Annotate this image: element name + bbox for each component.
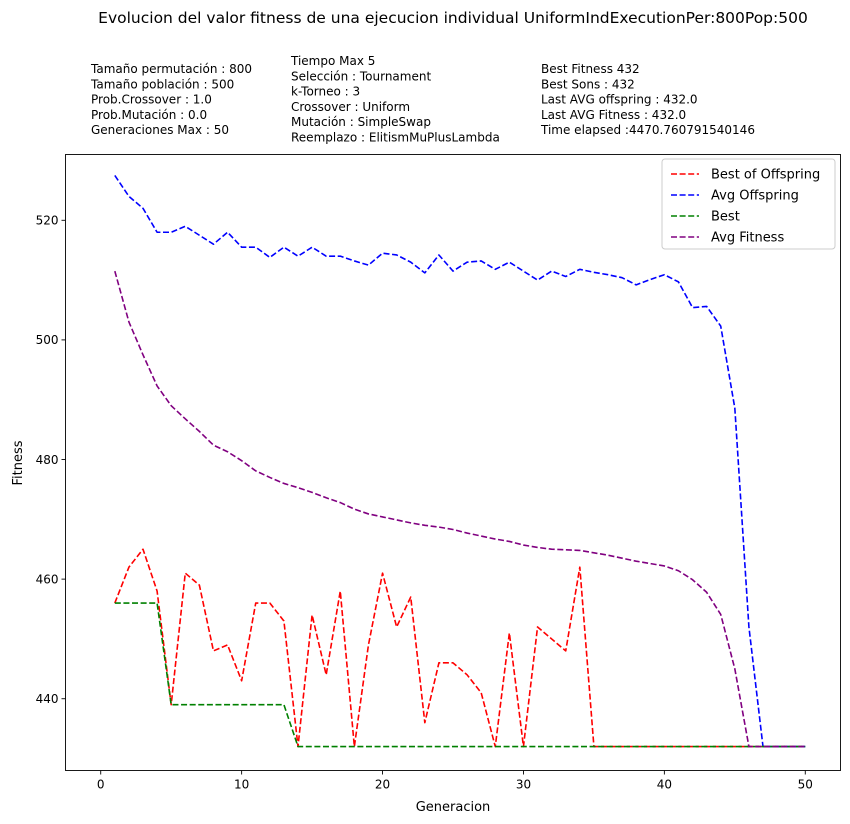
x-tick-label: 40: [657, 778, 672, 792]
y-axis: 440 460 480 500 520: [36, 214, 66, 706]
y-tick-label: 480: [36, 453, 59, 467]
x-tick-label: 50: [798, 778, 813, 792]
series-line-avg-offspring: [114, 174, 806, 748]
y-axis-label: Fitness: [11, 440, 26, 485]
y-tick-label: 500: [36, 333, 59, 347]
y-tick-label: 460: [36, 572, 59, 586]
legend-entry: Best: [711, 210, 740, 225]
info-line: Tamaño permutación : 800: [90, 62, 252, 76]
info-line: Last AVG offspring : 432.0: [541, 93, 698, 107]
legend-entry: Avg Fitness: [711, 231, 784, 246]
info-line: k-Torneo : 3: [291, 85, 360, 99]
series-lines: [114, 174, 806, 748]
legend: Best of Offspring Avg Offspring Best Avg Fi…: [661, 158, 836, 250]
info-line: Reemplazo : ElitismMuPlusLambda: [291, 131, 500, 145]
chart-title: Evolucion del valor fitness de una ejecu…: [98, 9, 808, 27]
series-line-best-of-offspring: [114, 548, 806, 748]
info-line: Prob.Crossover : 1.0: [91, 93, 212, 107]
y-tick-label: 520: [36, 214, 59, 228]
x-axis-label: Generacion: [416, 800, 491, 815]
x-tick-label: 20: [375, 778, 390, 792]
legend-box: [661, 158, 836, 250]
series-line-best: [114, 602, 806, 748]
x-tick-label: 10: [234, 778, 249, 792]
series-line-avg-fitness: [114, 270, 806, 748]
legend-entry: Avg Offspring: [711, 189, 799, 204]
y-tick-label: 440: [36, 692, 59, 706]
plot-frame: [65, 154, 841, 771]
info-line: Last AVG Fitness : 432.0: [541, 108, 686, 122]
info-line: Crossover : Uniform: [291, 100, 410, 114]
legend-entry: Best of Offspring: [711, 168, 820, 183]
x-tick-label: 0: [97, 778, 105, 792]
x-tick-label: 30: [516, 778, 531, 792]
info-line: Prob.Mutación : 0.0: [91, 108, 207, 122]
info-line: Tamaño población : 500: [90, 77, 234, 91]
info-line: Best Sons : 432: [541, 77, 635, 91]
info-line: Best Fitness 432: [541, 62, 640, 76]
info-line: Selección : Tournament: [291, 69, 431, 83]
info-line: Tiempo Max 5: [290, 54, 375, 68]
info-line: Mutación : SimpleSwap: [291, 115, 431, 129]
info-line: Generaciones Max : 50: [91, 123, 229, 137]
info-line: Time elapsed :4470.760791540146: [540, 123, 755, 137]
x-axis: 0 10 20 30 40 50: [97, 770, 813, 792]
